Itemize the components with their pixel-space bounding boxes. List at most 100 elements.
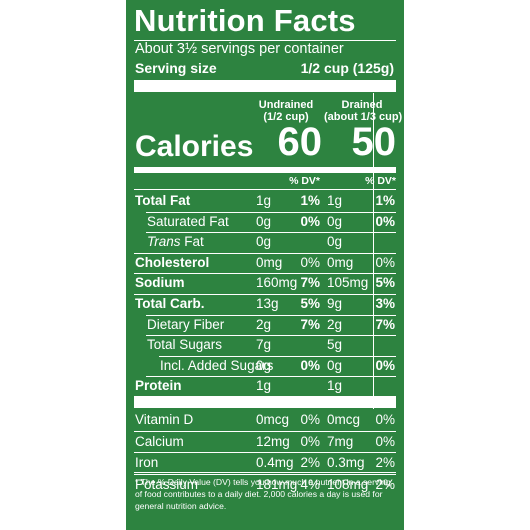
nutrient-incl-added-sugars-rule	[146, 376, 396, 377]
vitamin-calcium-drained-amount: 7mg	[327, 433, 354, 449]
nutrient-total-sugars-label: Total Sugars	[147, 337, 223, 353]
nutrient-saturated-fat-undrained-dv: 0%	[300, 213, 320, 229]
vitamin-potassium-drained-amount: 108mg	[327, 476, 369, 492]
drained-header-line2: (about 1/3 cup)	[324, 111, 403, 123]
nutrient-total-carb-drained-dv: 3%	[375, 296, 395, 311]
nutrient-total-fat-drained-dv: 1%	[375, 193, 395, 208]
drained-column-header: Drained (about 1/3 cup)	[324, 99, 403, 123]
footnote: * The % Daily Value (DV) tells you how m…	[135, 477, 391, 511]
vitamin-vitamin-d-undrained-amount: 0mcg	[256, 412, 290, 427]
nutrient-total-sugars-drained-amount: 5g	[327, 337, 343, 353]
nutrient-dietary-fiber-label: Dietary Fiber	[147, 316, 225, 332]
vitamin-potassium-drained-dv: 2%	[375, 476, 395, 492]
nutrient-total-carb-undrained-dv: 5%	[300, 296, 320, 311]
nutrient-dietary-fiber-drained-dv: 7%	[375, 316, 395, 332]
nutrient-cholesterol-drained-amount: 0mg	[327, 254, 354, 270]
dv-header-drained: % DV*	[365, 175, 396, 187]
nutrient-cholesterol-undrained-amount: 0mg	[256, 254, 283, 270]
nutrient-cholesterol-drained-dv: 0%	[375, 254, 395, 270]
nutrient-trans-fat-drained-amount: 0g	[327, 234, 343, 250]
calories-thick-bar	[134, 167, 396, 173]
title-rule	[134, 40, 396, 41]
nutrition-facts-title: Nutrition Facts	[134, 3, 356, 38]
vitamin-vitamin-d-drained-dv: 0%	[375, 412, 395, 427]
nutrient-cholesterol-undrained-dv: 0%	[300, 254, 320, 270]
servings-per-container: About 3½ servings per container	[135, 41, 344, 57]
column-divider-undrained	[373, 93, 374, 409]
vitamin-vitamin-d-rule	[134, 431, 396, 432]
nutrient-trans-fat-label: Trans Fat	[147, 234, 204, 250]
vitamin-calcium-undrained-dv: 0%	[300, 433, 320, 449]
vitamin-iron-undrained-dv: 2%	[300, 455, 320, 470]
nutrient-total-sugars-undrained-amount: 7g	[256, 337, 272, 353]
nutrient-total-sugars-rule	[159, 356, 396, 357]
nutrient-total-fat-rule	[146, 212, 396, 213]
dv-header-undrained: % DV*	[289, 175, 320, 187]
vitamin-iron-label: Iron	[135, 455, 159, 470]
nutrition-facts-panel: Nutrition Facts About 3½ servings per co…	[126, 0, 404, 530]
nutrient-total-fat-label: Total Fat	[135, 193, 191, 208]
nutrient-trans-fat-undrained-amount: 0g	[256, 234, 272, 250]
nutrient-total-carb-rule	[146, 315, 396, 316]
vitamin-calcium-undrained-amount: 12mg	[256, 433, 290, 449]
serving-thick-bar	[134, 80, 396, 92]
calories-undrained: 60	[277, 120, 323, 164]
nutrient-total-fat-undrained-dv: 1%	[300, 193, 320, 208]
undrained-header-line2: (1/2 cup)	[263, 111, 309, 123]
vitamin-potassium-label: Potassium	[135, 476, 199, 492]
nutrient-incl-added-sugars-undrained-amount: 0g	[256, 357, 272, 373]
nutrient-total-fat-undrained-amount: 1g	[256, 193, 272, 208]
nutrient-saturated-fat-rule	[146, 232, 396, 233]
calories-drained: 50	[351, 120, 397, 164]
vitamin-calcium-drained-dv: 0%	[375, 433, 395, 449]
nutrient-incl-added-sugars-label: Incl. Added Sugars	[160, 357, 274, 373]
nutrient-total-carb-drained-amount: 9g	[327, 296, 343, 311]
vitamin-potassium-undrained-amount: 181mg	[256, 476, 298, 492]
nutrient-saturated-fat-label: Saturated Fat	[147, 213, 229, 229]
nutrient-dietary-fiber-drained-amount: 2g	[327, 316, 343, 332]
nutrient-sodium-undrained-amount: 160mg	[256, 275, 298, 291]
nutrient-dietary-fiber-undrained-amount: 2g	[256, 316, 272, 332]
nutrient-total-fat-drained-amount: 1g	[327, 193, 343, 208]
undrained-header-line1: Undrained	[258, 99, 314, 111]
nutrient-dietary-fiber-rule	[146, 335, 396, 336]
vitamin-vitamin-d-label: Vitamin D	[135, 412, 194, 427]
nutrient-sodium-label: Sodium	[135, 275, 185, 291]
drained-header-line1: Drained	[341, 99, 383, 111]
nutrient-incl-added-sugars-drained-amount: 0g	[327, 357, 343, 373]
vitamin-iron-rule	[134, 474, 396, 475]
vitamin-potassium-undrained-dv: 4%	[300, 476, 320, 492]
nutrient-dietary-fiber-undrained-dv: 7%	[300, 316, 320, 332]
vitamin-vitamin-d-undrained-dv: 0%	[300, 412, 320, 427]
nutrient-total-carb-label: Total Carb.	[135, 296, 205, 311]
vitamin-calcium-rule	[134, 452, 396, 453]
nutrient-cholesterol-label: Cholesterol	[135, 254, 210, 270]
nutrient-protein-drained-amount: 1g	[327, 378, 343, 394]
vitamin-calcium-label: Calcium	[135, 433, 184, 449]
nutrient-sodium-drained-amount: 105mg	[327, 275, 369, 291]
nutrient-sodium-drained-dv: 5%	[375, 275, 395, 291]
calories-label: Calories	[135, 130, 254, 163]
nutrient-sodium-undrained-dv: 7%	[300, 275, 320, 291]
nutrient-trans-fat-label-italic: Trans	[147, 234, 181, 250]
dv-header-rule	[134, 189, 396, 190]
vitamins-thick-bar	[134, 396, 396, 408]
nutrient-saturated-fat-undrained-amount: 0g	[256, 213, 272, 229]
vitamin-iron-undrained-amount: 0.4mg	[256, 455, 294, 470]
serving-size-value: 1/2 cup (125g)	[300, 60, 394, 76]
nutrient-incl-added-sugars-drained-dv: 0%	[375, 357, 395, 373]
nutrient-protein-label: Protein	[135, 378, 182, 394]
vitamin-vitamin-d-drained-amount: 0mcg	[327, 412, 361, 427]
nutrient-cholesterol-rule	[134, 273, 396, 274]
footnote-rule	[134, 472, 396, 473]
nutrient-saturated-fat-drained-amount: 0g	[327, 213, 343, 229]
nutrient-sodium-rule	[134, 294, 396, 295]
serving-size-label: Serving size	[135, 60, 217, 76]
vitamin-iron-drained-amount: 0.3mg	[327, 455, 365, 470]
undrained-column-header: Undrained (1/2 cup)	[251, 99, 321, 123]
nutrient-incl-added-sugars-undrained-dv: 0%	[300, 357, 320, 373]
nutrient-total-carb-undrained-amount: 13g	[256, 296, 279, 311]
vitamin-iron-drained-dv: 2%	[375, 455, 395, 470]
nutrient-protein-undrained-amount: 1g	[256, 378, 272, 394]
nutrient-trans-fat-rule	[134, 253, 396, 254]
